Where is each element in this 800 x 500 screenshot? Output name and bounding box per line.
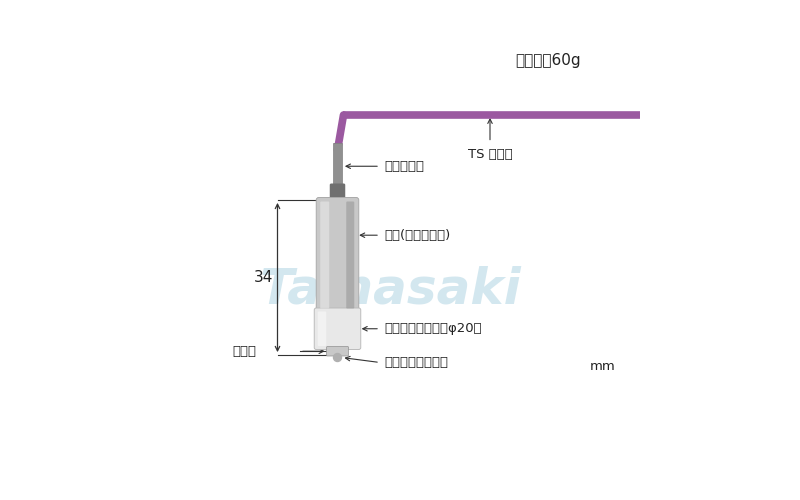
FancyBboxPatch shape	[316, 198, 358, 312]
FancyBboxPatch shape	[346, 202, 354, 308]
Text: スプリング: スプリング	[384, 160, 424, 173]
Circle shape	[334, 354, 342, 362]
Text: テフロンガード（φ20）: テフロンガード（φ20）	[384, 322, 482, 335]
Text: 34: 34	[254, 270, 274, 285]
Text: Tamasaki: Tamasaki	[259, 266, 521, 314]
FancyBboxPatch shape	[314, 308, 361, 350]
Text: 感温部（熱接点）: 感温部（熱接点）	[384, 356, 448, 369]
Text: 本体(ステンレス): 本体(ステンレス)	[384, 228, 450, 241]
Text: 質量：約60g: 質量：約60g	[515, 52, 581, 68]
Text: mm: mm	[590, 360, 616, 373]
FancyBboxPatch shape	[333, 142, 342, 190]
FancyBboxPatch shape	[326, 346, 349, 356]
FancyBboxPatch shape	[320, 202, 330, 308]
Text: 接触板: 接触板	[233, 344, 257, 358]
Text: TS コード: TS コード	[468, 148, 512, 160]
FancyBboxPatch shape	[318, 312, 326, 346]
FancyBboxPatch shape	[330, 184, 346, 202]
